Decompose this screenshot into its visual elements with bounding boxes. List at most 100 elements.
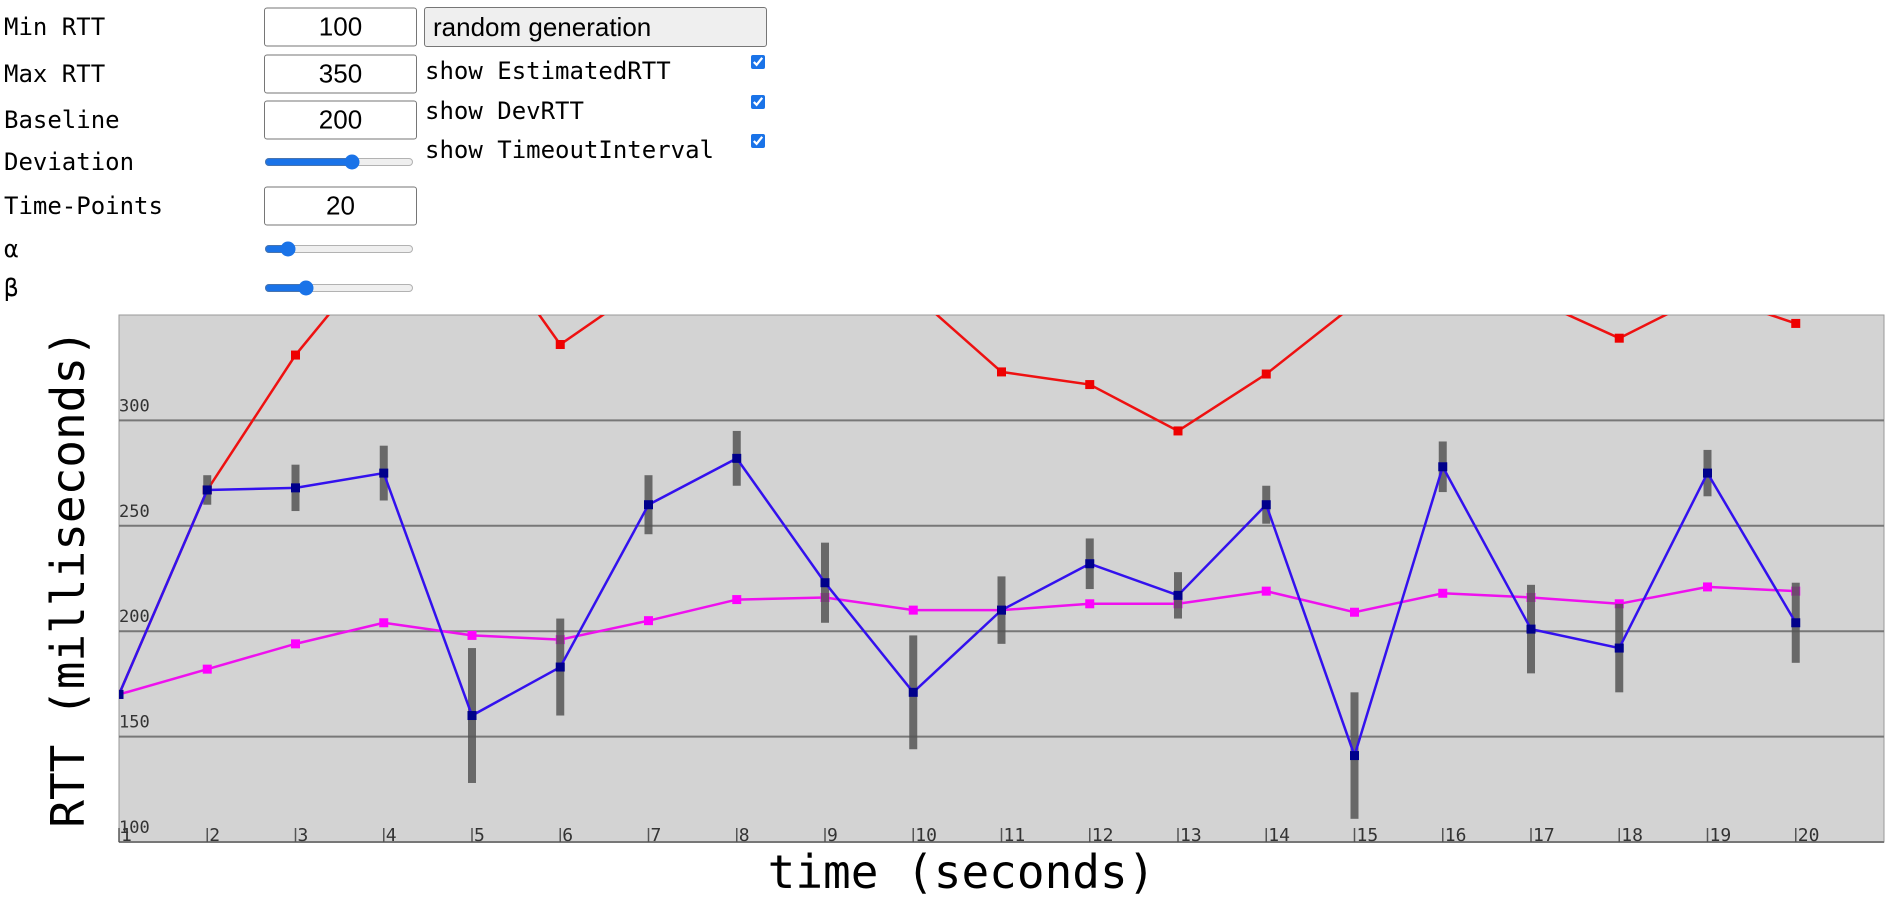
point — [468, 216, 477, 225]
point — [1703, 468, 1712, 478]
y-tick-label: 300 — [119, 396, 150, 416]
point — [1085, 559, 1095, 569]
point — [644, 500, 653, 510]
point — [1526, 624, 1536, 634]
point — [908, 605, 918, 615]
point — [1350, 607, 1359, 617]
point — [1438, 205, 1447, 214]
point — [1614, 333, 1624, 343]
generate-button[interactable]: random generation — [424, 7, 767, 47]
slider[interactable] — [264, 241, 414, 257]
x-tick-label: 20 — [1798, 825, 1820, 846]
x-tick-label: 7 — [651, 825, 662, 846]
point — [202, 485, 212, 495]
series-line — [119, 315, 1797, 695]
number-input[interactable] — [264, 100, 417, 140]
x-tick-label: 19 — [1710, 825, 1732, 846]
y-tick-label: 250 — [119, 502, 150, 522]
point — [291, 483, 300, 493]
point — [1085, 599, 1095, 609]
point — [1614, 643, 1624, 653]
point — [1703, 582, 1712, 592]
point — [1438, 588, 1448, 598]
point — [732, 226, 741, 235]
point — [644, 279, 653, 288]
point — [379, 243, 388, 252]
x-tick-label: 11 — [1004, 825, 1026, 846]
x-tick-label: 12 — [1092, 825, 1114, 846]
x-tick-label: 1 — [121, 825, 132, 846]
y-tick-label: 200 — [119, 607, 150, 627]
x-tick-label: 16 — [1445, 825, 1467, 846]
point — [379, 468, 389, 478]
checkbox-label: show TimeoutInterval — [425, 136, 714, 164]
x-tick-label: 6 — [562, 825, 573, 846]
point — [821, 247, 830, 256]
checkbox[interactable] — [751, 134, 765, 148]
point — [732, 595, 742, 605]
checkbox-label: show DevRTT — [425, 97, 584, 125]
point — [908, 687, 918, 697]
point — [555, 662, 565, 672]
point — [1173, 590, 1183, 600]
x-tick-label: 4 — [386, 825, 397, 846]
point — [119, 689, 124, 699]
number-input[interactable] — [264, 186, 417, 226]
slider[interactable] — [264, 154, 414, 170]
checkbox[interactable] — [751, 55, 765, 69]
point — [1703, 289, 1712, 298]
y-axis-label: RTT (milliseconds) — [41, 329, 95, 828]
x-tick-label: 18 — [1621, 825, 1643, 846]
point — [291, 350, 300, 360]
field-label: Min RTT — [4, 13, 106, 41]
checkbox[interactable] — [751, 95, 765, 109]
point — [1261, 586, 1271, 596]
point — [1527, 294, 1536, 303]
field-label: Baseline — [4, 106, 120, 134]
number-input[interactable] — [264, 54, 417, 94]
point — [997, 605, 1006, 615]
point — [1261, 500, 1271, 510]
point — [467, 630, 477, 640]
point — [1791, 318, 1801, 328]
point — [1085, 380, 1095, 390]
field-label: α — [4, 235, 19, 263]
number-input[interactable] — [264, 7, 417, 47]
x-tick-label: 15 — [1357, 825, 1379, 846]
point — [555, 340, 565, 350]
y-tick-label: 150 — [119, 713, 150, 733]
checkbox-label: show EstimatedRTT — [425, 57, 671, 85]
x-axis-label: time (seconds) — [768, 845, 1156, 899]
x-tick-label: 17 — [1533, 825, 1555, 846]
field-label: Deviation — [4, 148, 135, 176]
point — [820, 578, 830, 588]
point — [467, 711, 477, 721]
point — [997, 367, 1006, 377]
series-line — [119, 585, 1796, 696]
series-line — [119, 456, 1797, 760]
x-tick-label: 10 — [915, 825, 937, 846]
field-label: Max RTT — [4, 60, 106, 88]
x-tick-label: 5 — [474, 825, 485, 846]
x-tick-label: 3 — [298, 825, 309, 846]
x-tick-label: 13 — [1180, 825, 1202, 846]
point — [909, 289, 918, 298]
slider[interactable] — [264, 280, 414, 296]
x-tick-label: 2 — [209, 825, 220, 846]
point — [1261, 369, 1271, 379]
point — [1173, 426, 1183, 436]
point — [1438, 462, 1448, 472]
point — [644, 616, 653, 626]
point — [1350, 300, 1359, 309]
field-label: β — [4, 274, 19, 302]
x-tick-label: 8 — [739, 825, 750, 846]
point — [202, 664, 212, 674]
x-tick-label: 9 — [827, 825, 838, 846]
point — [732, 453, 742, 463]
field-label: Time-Points — [4, 192, 163, 220]
x-tick-label: 14 — [1268, 825, 1290, 846]
point — [1350, 751, 1359, 761]
point — [379, 618, 389, 628]
